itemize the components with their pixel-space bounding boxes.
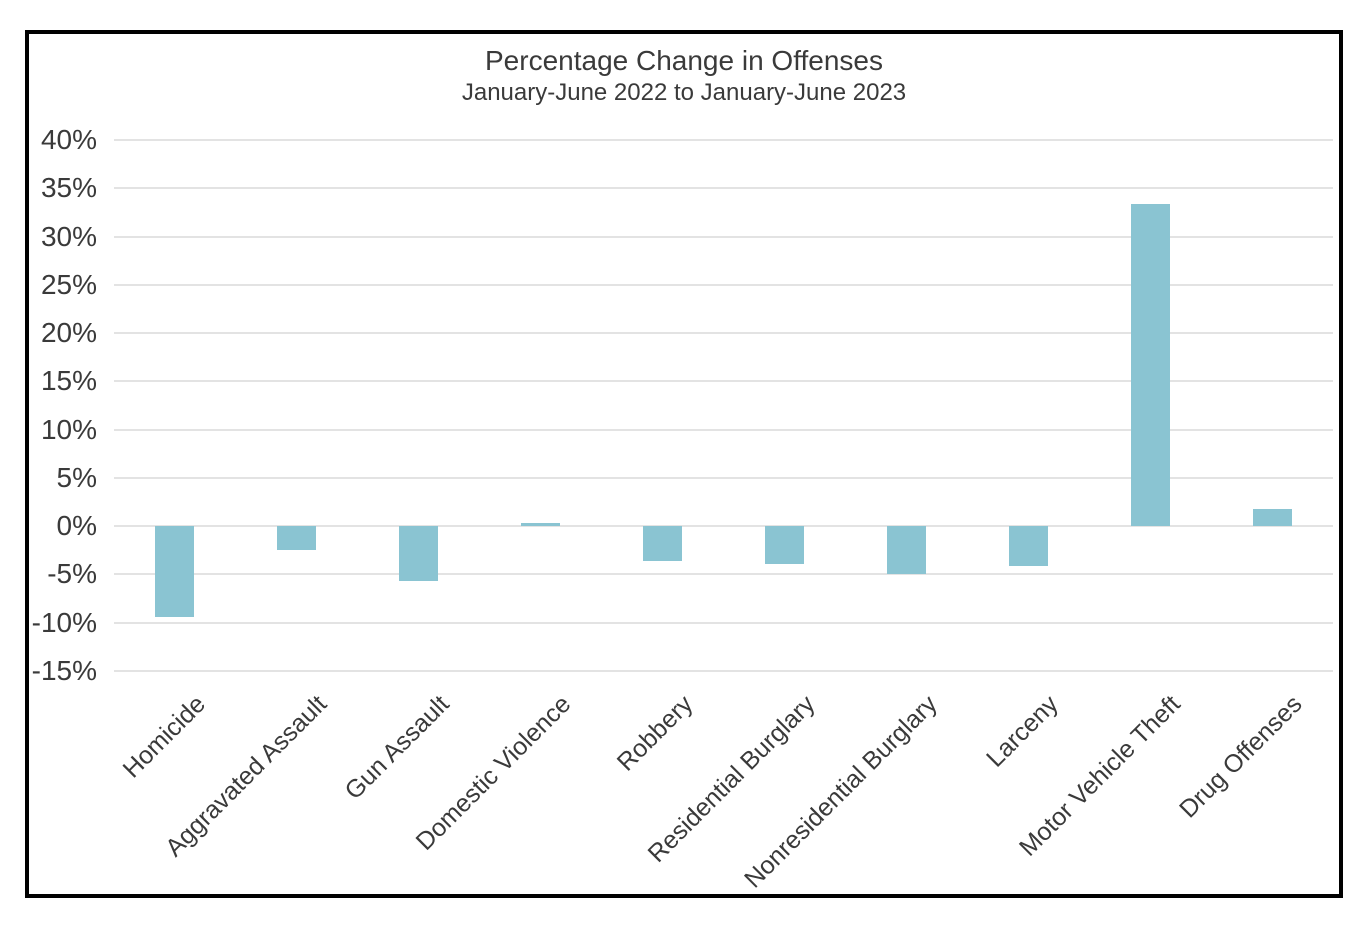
y-axis-tick-40%: 40%: [40, 124, 97, 156]
bar-robbery: [643, 526, 683, 561]
y-axis-tick--10%: -10%: [31, 606, 97, 638]
y-axis-tick-25%: 25%: [40, 268, 97, 300]
y-axis-tick-5%: 5%: [56, 461, 97, 493]
bar-nonresidential-burglary: [886, 526, 926, 575]
gridline-35%: [114, 187, 1333, 190]
gridline-0%: [114, 525, 1333, 528]
y-axis-tick-30%: 30%: [40, 220, 97, 252]
y-axis-tick-20%: 20%: [40, 317, 97, 349]
y-axis-tick-15%: 15%: [40, 365, 97, 397]
y-axis-tick-35%: 35%: [40, 172, 97, 204]
gridline--5%: [114, 573, 1333, 576]
bar-motor-vehicle-theft: [1130, 203, 1170, 527]
gridline-5%: [114, 476, 1333, 479]
chart-subtitle: January-June 2022 to January-June 2023: [461, 79, 907, 106]
bar-gun-assault: [399, 526, 439, 582]
gridline--15%: [114, 670, 1333, 672]
gridline-30%: [114, 235, 1333, 238]
title-block: Percentage Change in Offenses January-Ju…: [25, 44, 1343, 108]
bar-domestic-violence: [521, 523, 561, 527]
gridline-25%: [114, 283, 1333, 286]
bar-residential-burglary: [764, 526, 804, 564]
gridline-10%: [114, 428, 1333, 431]
bar-larceny: [1008, 526, 1048, 566]
gridline--10%: [114, 621, 1333, 624]
bar-aggravated-assault: [277, 526, 317, 551]
bar-homicide: [155, 526, 195, 617]
bar-drug-offenses: [1252, 508, 1292, 527]
y-axis-tick-10%: 10%: [40, 413, 97, 445]
y-axis-tick--15%: -15%: [31, 655, 97, 686]
chart-title: Percentage Change in Offenses: [485, 45, 883, 76]
gridline-15%: [114, 380, 1333, 383]
chart-frame: [25, 30, 1343, 898]
y-axis-tick-0%: 0%: [56, 510, 97, 542]
gridline-40%: [114, 139, 1333, 142]
gridline-20%: [114, 332, 1333, 335]
y-axis-tick--5%: -5%: [47, 558, 97, 590]
